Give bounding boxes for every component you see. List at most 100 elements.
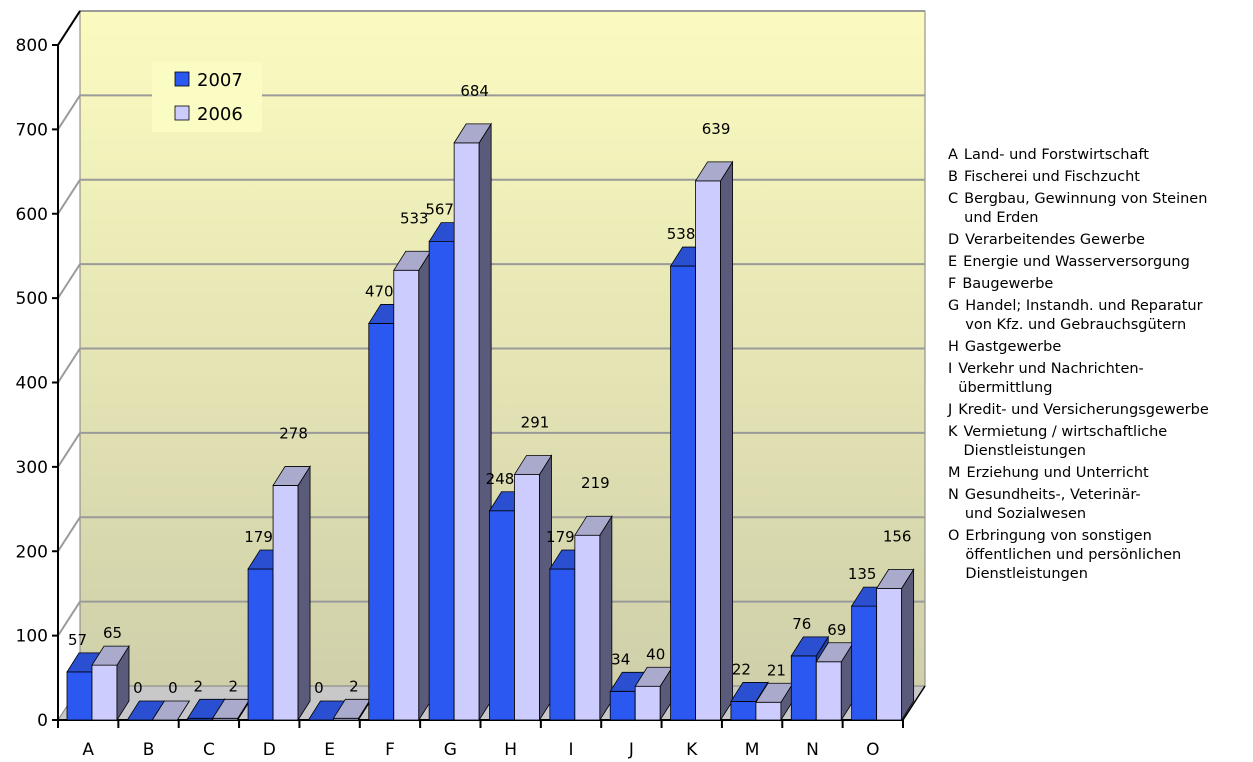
bar-front bbox=[695, 180, 721, 721]
x-tick-label: B bbox=[143, 740, 155, 760]
bar-side bbox=[901, 567, 915, 722]
category-legend-item: K Vermietung / wirtschaftliche Dienstleis… bbox=[948, 423, 1248, 461]
bar-top bbox=[513, 455, 553, 475]
bar-H-2006 bbox=[513, 454, 553, 722]
bar-front bbox=[609, 690, 636, 721]
category-legend-code: C bbox=[948, 191, 959, 207]
category-legend-text: Baugewerbe bbox=[962, 276, 1054, 292]
bar-front bbox=[755, 701, 782, 721]
category-legend-item: A Land- und Forstwirtschaft bbox=[948, 146, 1248, 165]
bar-side bbox=[297, 465, 311, 722]
bar-D-2006 bbox=[272, 465, 311, 722]
data-label: 57 bbox=[68, 631, 87, 649]
data-label: 0 bbox=[314, 679, 324, 697]
y-tick-label: 400 bbox=[16, 374, 48, 394]
data-label: 0 bbox=[168, 679, 178, 697]
data-label: 40 bbox=[646, 645, 665, 663]
data-label: 278 bbox=[279, 424, 308, 442]
data-label: 34 bbox=[611, 650, 630, 668]
x-tick-label: G bbox=[444, 740, 457, 760]
category-legend-item: F Baugewerbe bbox=[948, 275, 1248, 294]
bar-top bbox=[151, 700, 191, 721]
bar-top bbox=[574, 515, 613, 536]
y-tick-label: 500 bbox=[16, 289, 48, 309]
category-legend-code: M bbox=[948, 465, 961, 481]
legend-label: 2007 bbox=[197, 70, 243, 91]
x-tick-label: K bbox=[686, 740, 698, 760]
category-legend-code: K bbox=[948, 424, 958, 440]
gridline bbox=[57, 178, 925, 215]
category-legend-code: O bbox=[948, 528, 960, 544]
bar-top bbox=[272, 466, 311, 486]
bar-front bbox=[247, 568, 274, 721]
category-legend-code: E bbox=[948, 254, 958, 270]
category-legend-code: F bbox=[948, 276, 957, 292]
bar-G-2006 bbox=[453, 122, 492, 722]
x-tick-label: O bbox=[866, 740, 879, 760]
x-tick-label: C bbox=[203, 740, 215, 760]
bar-front bbox=[876, 587, 903, 721]
bar-front bbox=[368, 323, 395, 721]
y-tick-label: 700 bbox=[16, 120, 48, 140]
bar-top bbox=[790, 636, 830, 657]
category-legend-code: H bbox=[948, 339, 959, 355]
data-label: 2 bbox=[349, 677, 359, 695]
category-legend-code: A bbox=[948, 147, 958, 163]
category-legend-text: Verkehr und Nachrichten- übermittlung bbox=[958, 361, 1144, 396]
bar-O-2006 bbox=[875, 567, 915, 722]
category-legend-code: J bbox=[948, 402, 953, 418]
category-legend-text: Kredit- und Versicherungsgewerbe bbox=[958, 402, 1209, 418]
bar-front bbox=[514, 474, 540, 721]
bar-I-2006 bbox=[574, 514, 613, 722]
bar-A-2006 bbox=[91, 644, 130, 722]
x-tick-label: I bbox=[569, 740, 574, 760]
y-tick-label: 200 bbox=[16, 542, 48, 562]
category-legend-code: G bbox=[948, 298, 960, 314]
data-label: 567 bbox=[425, 201, 454, 219]
gridline bbox=[57, 347, 925, 384]
bar-front bbox=[489, 510, 515, 721]
data-label: 21 bbox=[767, 661, 786, 679]
bar-top bbox=[91, 645, 130, 666]
data-label: 248 bbox=[486, 470, 515, 488]
bar-front bbox=[790, 655, 817, 721]
category-legend-text: Land- und Forstwirtschaft bbox=[963, 147, 1149, 163]
x-axis-depth bbox=[902, 685, 926, 721]
category-legend-item: M Erziehung und Unterricht bbox=[948, 464, 1248, 483]
category-legend-text: Gesundheits-, Veterinär- und Sozialwesen bbox=[964, 487, 1141, 522]
bar-top bbox=[875, 568, 915, 589]
x-tick-label: H bbox=[504, 740, 517, 760]
bar-F-2006 bbox=[393, 249, 432, 722]
category-legend-text: Fischerei und Fischzucht bbox=[963, 169, 1140, 185]
legend-swatch bbox=[174, 71, 190, 87]
data-label: 639 bbox=[702, 120, 731, 138]
bar-K-2006 bbox=[694, 160, 734, 722]
category-legend-code: B bbox=[948, 169, 958, 185]
legend-box bbox=[152, 62, 262, 132]
category-legend-item: N Gesundheits-, Veterinär- und Sozialwese… bbox=[948, 486, 1248, 524]
gridline bbox=[57, 516, 925, 552]
data-label: 219 bbox=[581, 474, 610, 492]
y-tick-label: 0 bbox=[37, 711, 48, 731]
x-tick-label: J bbox=[628, 740, 634, 760]
data-label: 76 bbox=[792, 615, 811, 633]
bar-top bbox=[694, 161, 734, 182]
bar-side bbox=[599, 514, 613, 722]
bar-front bbox=[272, 485, 299, 721]
data-label: 684 bbox=[460, 82, 489, 100]
bar-top bbox=[730, 682, 769, 702]
x-tick-label: N bbox=[806, 740, 819, 760]
data-label: 533 bbox=[400, 209, 429, 227]
category-legend-text: Vermietung / wirtschaftliche Dienstleist… bbox=[963, 424, 1168, 459]
x-tick-label: A bbox=[82, 740, 94, 760]
y-axis-depth bbox=[57, 10, 81, 46]
y-tick-label: 300 bbox=[16, 458, 48, 478]
gridline bbox=[57, 263, 925, 299]
y-tick-label: 800 bbox=[16, 36, 48, 56]
category-legend-item: D Verarbeitendes Gewerbe bbox=[948, 231, 1248, 250]
data-label: 65 bbox=[103, 624, 122, 642]
data-label: 0 bbox=[133, 679, 143, 697]
category-legend-text: Gastgewerbe bbox=[964, 339, 1062, 355]
bar-J-2006 bbox=[634, 665, 673, 722]
